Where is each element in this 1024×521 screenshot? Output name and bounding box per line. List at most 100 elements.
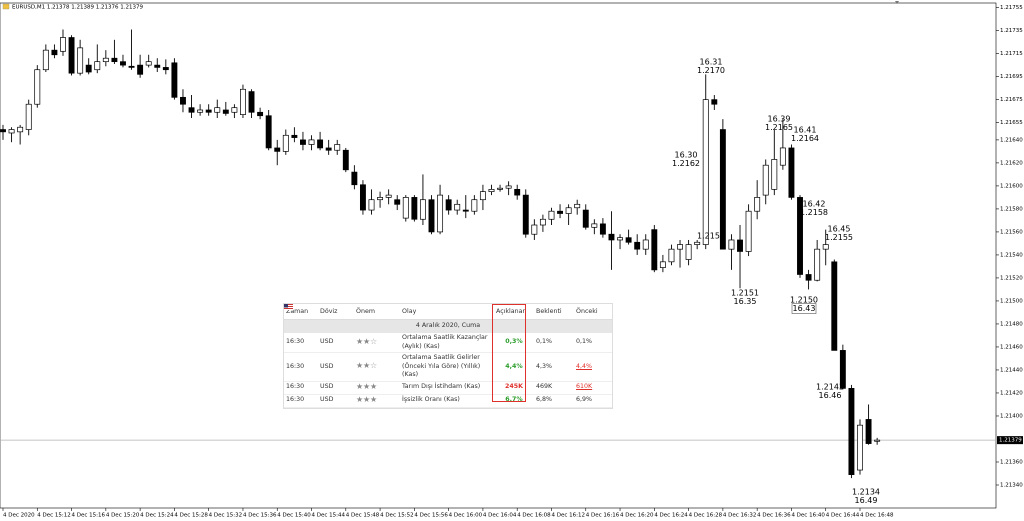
candle-body — [437, 194, 444, 233]
price-annotation: 16.39 — [768, 115, 791, 124]
candle-body — [317, 139, 324, 149]
candle-body — [539, 218, 546, 226]
star: ☆ — [370, 361, 378, 370]
candle-body — [162, 67, 169, 71]
x-tick-label: 4 Dec 16:04 — [483, 513, 517, 519]
candle-body — [17, 126, 24, 133]
candle-body — [702, 99, 709, 245]
shift-marker — [895, 1, 899, 4]
candle-body — [505, 185, 512, 189]
actual-cell: 0,3% — [494, 333, 534, 353]
candle-body — [728, 239, 735, 250]
x-tick-label: 4 Dec 16:08 — [517, 513, 551, 519]
y-tick-label: 1.21640 — [1000, 137, 1023, 143]
y-tick-label: 1.21715 — [1000, 51, 1023, 57]
forecast-cell: 469K — [534, 381, 574, 395]
star: ★ — [356, 336, 364, 346]
price-annotation: 1.2134 — [852, 488, 880, 497]
candle-body — [197, 109, 204, 113]
candle-body — [865, 419, 872, 444]
star: ★ — [356, 361, 364, 370]
star: ★ — [370, 394, 378, 404]
y-tick-label: 1.21695 — [1000, 74, 1023, 80]
chart-title: EURUSD,M1 1.21378 1.21389 1.21376 1.2137… — [12, 5, 144, 11]
candle-body — [102, 57, 109, 63]
candle-body — [265, 115, 272, 149]
candle-body — [531, 224, 538, 235]
economic-calendar: Zaman Döviz Önem Olay Açıklanan Beklenti Öncek… — [283, 303, 613, 409]
x-tick-label: 4 Dec 16:24 — [654, 513, 688, 519]
price-annotation: 1.2143 — [816, 383, 844, 392]
time-cell: 16:30 — [284, 381, 318, 395]
candle-body — [471, 199, 478, 212]
candle-body — [634, 241, 641, 250]
time-cell: 16:30 — [284, 333, 318, 353]
candle-body — [257, 111, 264, 117]
price-annotation: 16.45 — [828, 225, 851, 234]
candle-body — [0, 129, 6, 133]
column-header: Olay — [400, 304, 494, 320]
candle-body — [762, 164, 769, 196]
time-cell: 16:30 — [284, 352, 318, 382]
candle-body — [719, 129, 726, 250]
x-tick-label: 4 Dec 16:40 — [791, 513, 825, 519]
x-tick-label: 4 Dec 15:16 — [72, 513, 106, 519]
candle-body — [25, 103, 32, 130]
price-annotation: 1.2165 — [765, 123, 793, 132]
candle-body — [659, 261, 666, 268]
event-row: 16:30 USD ★★★ Tarım Dışı İstihdam (Kas) 245K… — [284, 304, 612, 395]
candle-body — [214, 107, 221, 113]
calendar-table: Zaman Döviz Önem Olay Açıklanan Beklenti Öncek… — [284, 304, 612, 408]
x-tick-label: 4 Dec 15:12 — [37, 513, 71, 519]
star: ☆ — [370, 336, 378, 346]
candle-body — [394, 199, 401, 205]
candle-body — [617, 237, 623, 241]
candle-body — [428, 199, 435, 233]
event-cell: Tarım Dışı İstihdam (Kas) — [400, 381, 494, 395]
candle-body — [771, 159, 778, 190]
currency: USD — [320, 396, 334, 404]
candle-body — [642, 239, 649, 250]
currency: USD — [320, 383, 334, 391]
candle-body — [445, 199, 452, 211]
y-tick-label: 1.21560 — [1000, 229, 1023, 235]
event-cell: Ortalama Saatlik Gelirler (Önceki Yıla G… — [400, 352, 494, 382]
x-tick-label: 4 Dec 15:56 — [414, 513, 448, 519]
star: ★ — [363, 336, 371, 346]
x-tick-label: 4 Dec 16:12 — [551, 513, 585, 519]
x-tick-label: 4 Dec 2020 — [3, 513, 35, 519]
candle-body — [68, 37, 75, 74]
candle-body — [479, 191, 486, 201]
price-annotation: 1.2164 — [791, 134, 819, 143]
candle-body — [514, 189, 521, 196]
x-tick-label: 4 Dec 15:24 — [140, 513, 174, 519]
x-tick-label: 4 Dec 16:00 — [449, 513, 483, 519]
column-header: Önem — [354, 304, 400, 320]
candle-body — [291, 134, 298, 138]
y-tick-label: 1.21580 — [1000, 206, 1023, 212]
y-tick-label: 1.21620 — [1000, 160, 1023, 166]
x-tick-label: 4 Dec 16:28 — [689, 513, 723, 519]
candle-body — [188, 107, 195, 113]
symbol-icon — [2, 3, 10, 10]
x-tick-label: 4 Dec 15:52 — [380, 513, 414, 519]
candle-body — [454, 203, 461, 211]
candle-body — [205, 109, 212, 113]
y-tick-label: 1.21400 — [1000, 413, 1023, 419]
y-tick-label: 1.21360 — [1000, 459, 1023, 465]
candle-body — [51, 49, 58, 56]
price-annotation: 1.2158 — [800, 208, 828, 217]
x-tick-label: 4 Dec 16:16 — [586, 513, 620, 519]
importance-cell: ★★★ — [354, 381, 400, 395]
candle-body — [848, 388, 855, 475]
currency-cell: USD — [284, 304, 354, 382]
candle-body — [411, 197, 418, 220]
star: ★ — [356, 394, 364, 404]
candle-body — [608, 233, 615, 241]
candle-body — [351, 171, 358, 186]
candle-body — [282, 134, 289, 152]
candle-body — [368, 199, 375, 211]
forecast-cell: 6,8% — [534, 394, 574, 408]
